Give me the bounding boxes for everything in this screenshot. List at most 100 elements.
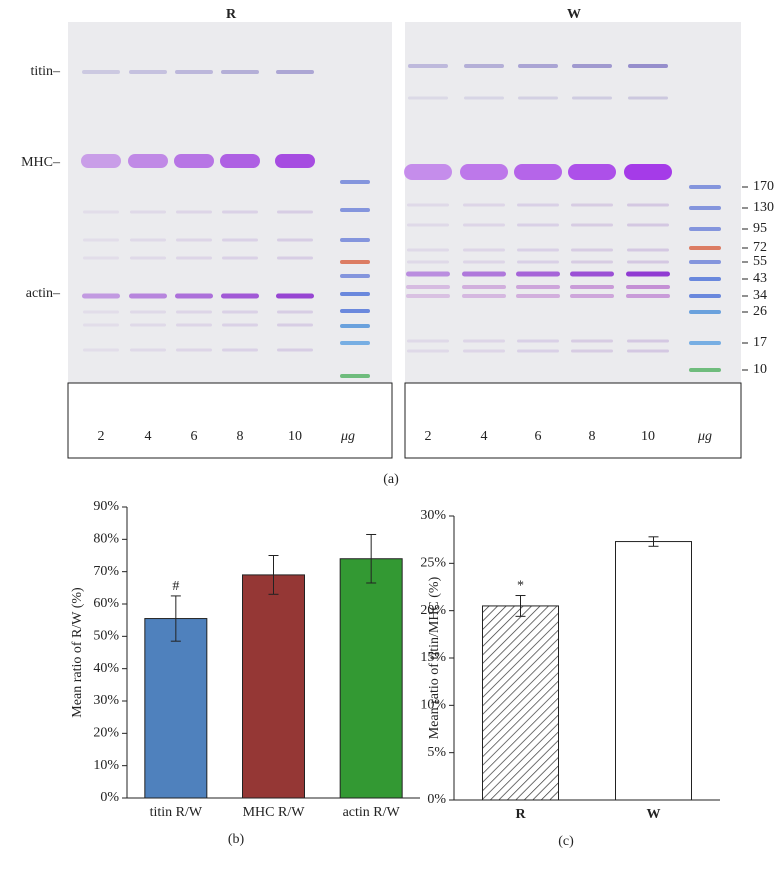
bar	[242, 574, 305, 799]
gel-band	[176, 238, 212, 242]
y-tick-label: 25%	[420, 556, 446, 571]
y-tick-label: 30%	[93, 693, 119, 708]
gel-band	[689, 341, 721, 345]
y-tick-label: 70%	[93, 564, 119, 579]
gel-band	[571, 349, 613, 353]
x-tick-label: R	[515, 807, 526, 822]
gel-band	[407, 248, 449, 252]
gel-band	[518, 96, 558, 100]
gel-band	[628, 64, 668, 68]
gel-band	[462, 294, 506, 298]
gel-band	[626, 271, 670, 277]
gel-band	[516, 271, 560, 277]
gel-band	[517, 349, 559, 353]
lane-label: 10	[641, 429, 655, 444]
gel-band	[83, 256, 119, 260]
lane-label: 8	[237, 429, 244, 444]
gel-band	[462, 271, 506, 277]
gel-band	[222, 348, 258, 352]
gel-band	[689, 246, 721, 250]
gel-band	[276, 70, 314, 74]
gel-band	[81, 154, 121, 168]
gel-band	[514, 164, 562, 180]
x-tick-label: MHC R/W	[243, 805, 306, 820]
lane-box	[404, 382, 742, 459]
gel-band	[130, 323, 166, 327]
lane-label: 10	[288, 429, 302, 444]
gel-band	[463, 223, 505, 227]
gel-band	[463, 260, 505, 264]
gel-band	[462, 285, 506, 289]
gel-band	[572, 96, 612, 100]
gel-band	[517, 203, 559, 207]
lane-label: μg	[340, 429, 355, 444]
y-tick-label: 15%	[420, 650, 446, 665]
gel-band	[517, 260, 559, 264]
gel-band	[464, 96, 504, 100]
y-tick-label: 20%	[420, 603, 446, 618]
gel-band	[340, 238, 370, 242]
y-tick-label: 20%	[93, 726, 119, 741]
gel-band	[174, 154, 214, 168]
gel-band	[83, 348, 119, 352]
gel-band	[83, 238, 119, 242]
gel-band	[277, 238, 313, 242]
gel-band	[340, 324, 370, 328]
gel-band	[406, 294, 450, 298]
gel-band	[689, 294, 721, 298]
gel-band	[277, 310, 313, 314]
gel-band	[463, 248, 505, 252]
gel-band	[221, 293, 259, 299]
gel-band	[130, 310, 166, 314]
gel-band	[277, 323, 313, 327]
ladder-label: 10	[753, 362, 767, 377]
x-tick-label: titin R/W	[150, 805, 203, 820]
caption: (b)	[228, 832, 245, 847]
ladder-label: 95	[753, 221, 767, 236]
gel-band	[130, 238, 166, 242]
gel-band	[408, 96, 448, 100]
lane-label: 8	[589, 429, 596, 444]
gel-band	[222, 238, 258, 242]
gel-band	[222, 323, 258, 327]
gel-band	[516, 285, 560, 289]
gel-band	[129, 293, 167, 299]
band-label: MHC–	[21, 155, 61, 170]
gel-band	[340, 260, 370, 264]
gel-image	[68, 22, 392, 383]
gel-band	[628, 96, 668, 100]
gel-band	[689, 368, 721, 372]
gel-band	[627, 223, 669, 227]
gel-band	[340, 309, 370, 313]
y-tick-label: 30%	[420, 508, 446, 523]
gel-band	[221, 70, 259, 74]
y-tick-label: 0%	[427, 792, 446, 807]
gel-band	[408, 64, 448, 68]
gel-band	[222, 210, 258, 214]
gel-band	[176, 310, 212, 314]
lane-label: 6	[191, 429, 198, 444]
y-tick-label: 40%	[93, 661, 119, 676]
lane-box	[67, 382, 393, 459]
y-tick-label: 80%	[93, 532, 119, 547]
gel-band	[627, 203, 669, 207]
gel-band	[83, 210, 119, 214]
gel-band	[626, 285, 670, 289]
y-axis-title: Mean ratio of titin/MHC (%)	[427, 576, 442, 739]
gel-band	[82, 293, 120, 299]
bar	[615, 541, 692, 801]
gel-band	[176, 348, 212, 352]
gel-band	[568, 164, 616, 180]
lane-label: 6	[535, 429, 542, 444]
gel-band	[406, 285, 450, 289]
gel-band	[627, 260, 669, 264]
ladder-label: 55	[753, 254, 767, 269]
gel-band	[571, 203, 613, 207]
y-tick-label: 10%	[93, 758, 119, 773]
gel-band	[689, 227, 721, 231]
gel-band	[463, 339, 505, 343]
gel-band	[460, 164, 508, 180]
x-tick-label: actin R/W	[343, 805, 401, 820]
ladder-label: 26	[753, 304, 767, 319]
annotation: #	[172, 579, 179, 594]
